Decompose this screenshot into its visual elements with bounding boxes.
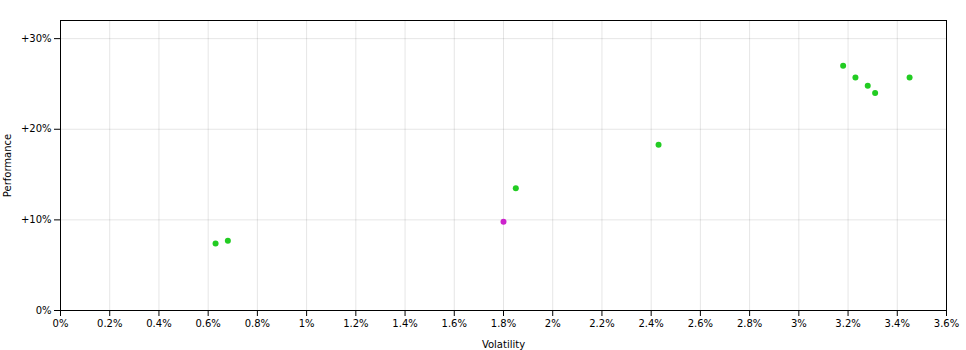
- svg-text:0.6%: 0.6%: [195, 318, 220, 329]
- svg-text:0.2%: 0.2%: [97, 318, 122, 329]
- svg-text:1%: 1%: [299, 318, 315, 329]
- svg-text:3.4%: 3.4%: [885, 318, 910, 329]
- svg-text:0%: 0%: [53, 318, 69, 329]
- svg-text:1.2%: 1.2%: [343, 318, 368, 329]
- svg-text:0.8%: 0.8%: [245, 318, 270, 329]
- svg-text:2%: 2%: [545, 318, 561, 329]
- svg-text:0.4%: 0.4%: [146, 318, 171, 329]
- svg-text:1.8%: 1.8%: [491, 318, 516, 329]
- svg-text:0%: 0%: [36, 305, 52, 316]
- svg-text:+10%: +10%: [21, 214, 52, 225]
- svg-text:3.6%: 3.6%: [934, 318, 959, 329]
- svg-text:1.4%: 1.4%: [392, 318, 417, 329]
- svg-text:3%: 3%: [791, 318, 807, 329]
- svg-text:2.6%: 2.6%: [688, 318, 713, 329]
- svg-text:2.2%: 2.2%: [589, 318, 614, 329]
- svg-text:Performance: Performance: [2, 134, 13, 197]
- svg-text:+30%: +30%: [21, 33, 52, 44]
- svg-text:2.8%: 2.8%: [737, 318, 762, 329]
- svg-text:3.2%: 3.2%: [835, 318, 860, 329]
- svg-text:2.4%: 2.4%: [638, 318, 663, 329]
- svg-text:Volatility: Volatility: [482, 339, 525, 350]
- svg-text:1.6%: 1.6%: [442, 318, 467, 329]
- svg-text:+20%: +20%: [21, 123, 52, 134]
